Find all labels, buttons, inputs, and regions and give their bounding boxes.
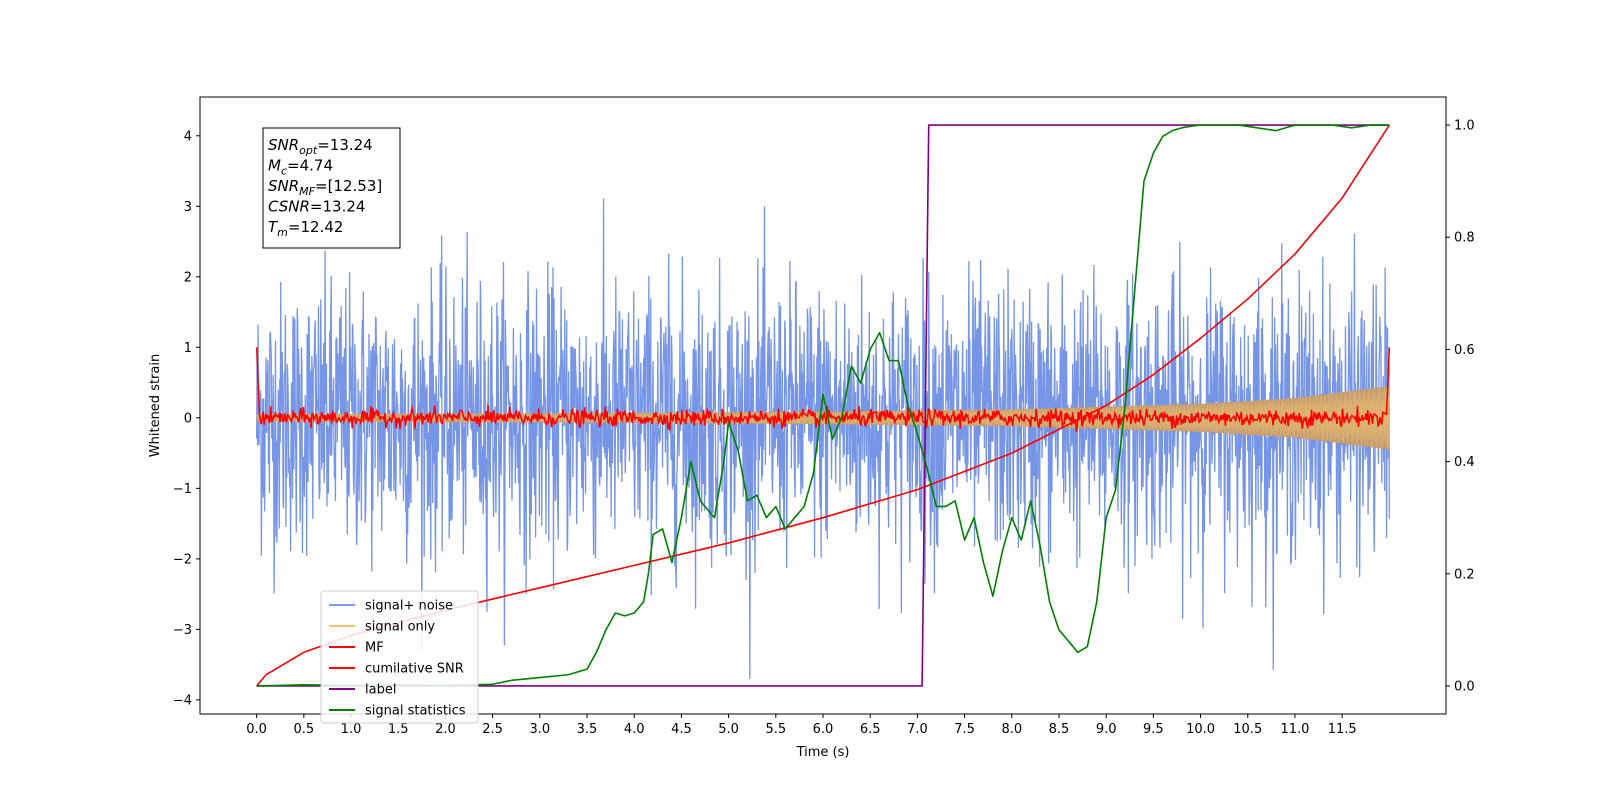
legend: signal+ noise signal only MF cumilative SNR… <box>320 590 479 724</box>
y-axis-title: Whitened strain <box>148 354 163 457</box>
legend-label: signal statistics <box>365 704 466 719</box>
y2-tick-label: 1.0 <box>1454 119 1475 134</box>
y-tick-label: −2 <box>173 552 192 567</box>
stat-line: CSNR=13.24 <box>268 198 365 216</box>
x-tick-label: 5.0 <box>718 722 739 737</box>
x-axis-title: Time (s) <box>796 745 850 760</box>
x-tick-label: 6.5 <box>860 722 881 737</box>
stat-line: SNRopt=13.24 <box>268 136 373 157</box>
stats-box: SNRopt=13.24Mc=4.74SNRMF=[12.53]CSNR=13.… <box>262 127 401 249</box>
x-tick-label: 1.0 <box>341 722 362 737</box>
x-tick-label: 4.5 <box>671 722 692 737</box>
x-tick-label: 3.0 <box>529 722 550 737</box>
legend-label: MF <box>365 641 384 656</box>
x-tick-label: 8.5 <box>1049 722 1070 737</box>
x-tick-label: 7.5 <box>954 722 975 737</box>
series-signal-statistics <box>256 124 1390 687</box>
y-axis-left: −4 −3 −2 −1 0 1 2 3 4 <box>173 129 200 708</box>
y2-tick-label: 0.0 <box>1454 679 1475 694</box>
y2-tick-label: 0.2 <box>1454 567 1475 582</box>
y-tick-label: 1 <box>184 341 192 356</box>
legend-label: label <box>365 683 396 698</box>
y-axis-right: 0.0 0.2 0.4 0.6 0.8 1.0 <box>1446 119 1475 694</box>
y2-tick-label: 0.4 <box>1454 455 1475 470</box>
x-tick-label: 10.0 <box>1186 722 1215 737</box>
y-tick-label: 0 <box>184 411 192 426</box>
y-tick-label: −1 <box>173 482 192 497</box>
x-tick-label: 9.0 <box>1096 722 1117 737</box>
legend-label: signal+ noise <box>365 599 453 614</box>
x-tick-label: 6.0 <box>813 722 834 737</box>
x-tick-label: 2.5 <box>482 722 503 737</box>
legend-frame <box>320 590 479 724</box>
x-tick-label: 10.5 <box>1233 722 1262 737</box>
stat-line: Mc=4.74 <box>268 157 333 178</box>
x-tick-label: 0.0 <box>246 722 267 737</box>
y-tick-label: −4 <box>173 693 192 708</box>
x-tick-label: 11.5 <box>1328 722 1357 737</box>
stat-line: Tm=12.42 <box>268 218 343 239</box>
x-tick-label: 9.5 <box>1143 722 1164 737</box>
x-tick-label: 0.5 <box>293 722 314 737</box>
y2-tick-label: 0.8 <box>1454 231 1475 246</box>
x-tick-label: 1.5 <box>388 722 409 737</box>
stat-line: SNRMF=[12.53] <box>268 177 382 198</box>
plot-series <box>255 124 1391 687</box>
series-label <box>256 124 1390 687</box>
legend-label: cumilative SNR <box>365 662 464 677</box>
series-mf <box>255 347 1391 432</box>
y-tick-label: 4 <box>184 129 192 144</box>
y-tick-label: 2 <box>184 270 192 285</box>
x-tick-label: 7.0 <box>907 722 928 737</box>
y2-tick-label: 0.6 <box>1454 343 1475 358</box>
x-tick-label: 5.5 <box>765 722 786 737</box>
x-tick-label: 8.0 <box>1001 722 1022 737</box>
x-axis: 0.0 0.5 1.0 1.5 2.0 2.5 3.0 3.5 4.0 4.5 5.0 5.5 6.0 6… <box>246 714 1357 737</box>
y-tick-label: −3 <box>173 623 192 638</box>
x-tick-label: 11.0 <box>1280 722 1309 737</box>
legend-label: signal only <box>365 620 435 635</box>
x-tick-label: 2.0 <box>435 722 456 737</box>
x-tick-label: 4.0 <box>624 722 645 737</box>
y-tick-label: 3 <box>184 200 192 215</box>
stats-box-frame <box>262 127 401 249</box>
x-tick-label: 3.5 <box>577 722 598 737</box>
